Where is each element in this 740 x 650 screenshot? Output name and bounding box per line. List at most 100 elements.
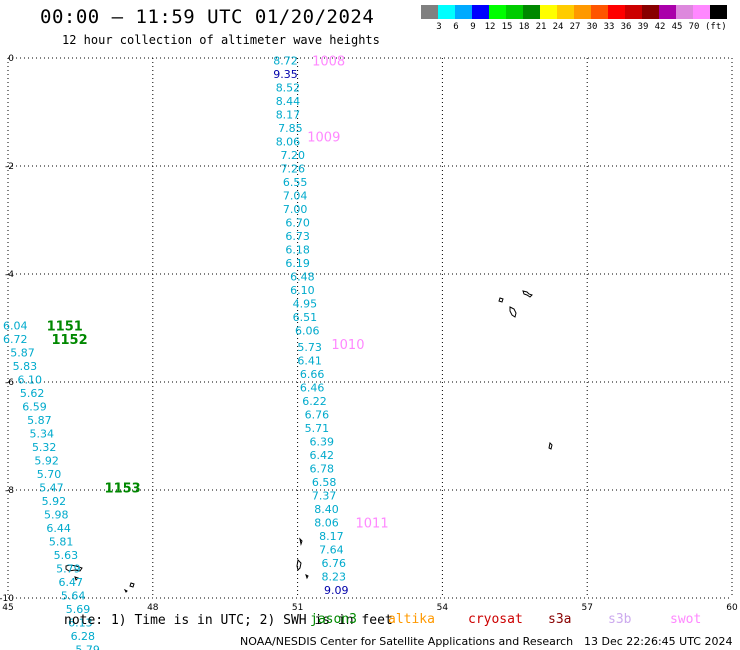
wave-height-value: 6.73 <box>285 230 310 243</box>
wave-height-value: 5.73 <box>297 341 322 354</box>
color-swatch <box>710 5 727 19</box>
wave-height-value: 6.04 <box>3 319 28 332</box>
x-tick-label: 54 <box>437 603 449 613</box>
wave-height-value: 8.44 <box>276 95 301 108</box>
wave-height-value: 6.76 <box>305 408 330 421</box>
wave-height-value: 8.17 <box>319 530 344 543</box>
satellite-legend-item: cryosat <box>468 612 523 627</box>
satellite-legend-item: altika <box>388 612 435 627</box>
wave-height-value: 5.71 <box>305 422 330 435</box>
color-scale-label: 45 <box>671 22 683 32</box>
wave-height-value: 6.59 <box>22 400 47 413</box>
wave-height-value: 6.47 <box>58 576 83 589</box>
color-swatch <box>438 5 455 19</box>
wave-height-value: 6.44 <box>46 522 71 535</box>
color-scale-label: 9 <box>470 22 476 32</box>
map-grid <box>7 57 733 599</box>
y-tick-label: -6 <box>5 378 14 388</box>
wave-height-value: 7.37 <box>312 489 337 502</box>
pass-label: 1153 <box>105 481 141 496</box>
color-swatch <box>642 5 659 19</box>
wave-height-value: 6.28 <box>71 630 96 643</box>
wave-height-value: 5.47 <box>39 481 64 494</box>
color-swatch <box>659 5 676 19</box>
wave-height-value: 5.64 <box>61 589 86 602</box>
color-swatch <box>591 5 608 19</box>
map-subtitle: 12 hour collection of altimeter wave hei… <box>62 33 380 47</box>
y-tick-label: -8 <box>5 486 14 496</box>
wave-height-value: 6.72 <box>3 333 28 346</box>
color-scale-label: 3 <box>436 22 442 32</box>
color-swatch <box>489 5 506 19</box>
color-swatch <box>693 5 710 19</box>
wave-height-value: 7.85 <box>278 122 303 135</box>
wave-height-value: 7.64 <box>319 543 344 556</box>
wave-height-value: 6.13 <box>68 616 93 629</box>
color-swatch <box>506 5 523 19</box>
x-tick-label: 60 <box>726 603 738 613</box>
amirante-island <box>296 537 309 580</box>
x-tick-label: 48 <box>147 603 159 613</box>
wave-height-value: 5.81 <box>49 535 74 548</box>
color-scale-label: 42 <box>654 22 666 32</box>
wave-height-value: 5.79 <box>75 643 100 650</box>
color-scale-label: 18 <box>518 22 530 32</box>
wave-height-value: 6.76 <box>322 557 347 570</box>
wave-height-value: 6.10 <box>290 284 315 297</box>
footer-timestamp: 13 Dec 22:26:45 UTC 2024 <box>584 635 733 648</box>
wave-height-value: 5.83 <box>13 360 38 373</box>
wave-height-value: 8.72 <box>273 55 298 68</box>
color-swatch <box>574 5 591 19</box>
color-scale-label: 15 <box>501 22 513 32</box>
color-swatch <box>421 5 438 19</box>
wave-height-value: 6.19 <box>285 257 310 270</box>
wave-height-value: 6.18 <box>285 244 310 257</box>
wave-height-value: 8.17 <box>276 109 301 122</box>
map-title: 00:00 – 11:59 UTC 01/20/2024 <box>40 6 375 28</box>
color-scale-label: 33 <box>603 22 615 32</box>
color-scale-label: 39 <box>637 22 649 32</box>
wave-height-value: 8.52 <box>276 82 301 95</box>
color-swatch <box>608 5 625 19</box>
wave-height-value: 6.66 <box>300 368 325 381</box>
wave-height-value: 5.63 <box>54 549 79 562</box>
wave-height-value: 6.78 <box>309 462 334 475</box>
wave-height-value: 5.70 <box>37 468 62 481</box>
wave-height-value: 5.87 <box>27 414 52 427</box>
coetivy-island <box>548 441 553 450</box>
wave-height-value: 7.00 <box>283 203 308 216</box>
pass-label: 1010 <box>331 338 364 353</box>
x-tick-label: 51 <box>292 603 303 613</box>
wave-height-value: 6.46 <box>300 381 325 394</box>
pass-label: 1008 <box>312 55 345 70</box>
color-swatch <box>472 5 489 19</box>
satellite-legend-item: swot <box>670 612 702 627</box>
wave-height-value: 6.58 <box>312 476 337 489</box>
color-scale-label: 12 <box>484 22 496 32</box>
color-swatch <box>523 5 540 19</box>
wave-height-value: 8.06 <box>314 516 339 529</box>
y-tick-label: -4 <box>5 270 14 280</box>
wave-height-value: 9.35 <box>273 68 298 81</box>
wave-height-value: 5.62 <box>20 387 45 400</box>
wave-height-value: 6.48 <box>290 271 315 284</box>
satellite-legend-item: s3b <box>608 612 632 627</box>
footer-agency: NOAA/NESDIS Center for Satellite Applica… <box>240 635 574 648</box>
wave-height-value: 5.92 <box>34 454 59 467</box>
seychelles-island <box>498 290 533 318</box>
color-scale-label: 27 <box>569 22 581 32</box>
pass-label: 1009 <box>307 130 340 145</box>
wave-height-value: 5.32 <box>32 441 57 454</box>
land-outlines <box>65 290 553 593</box>
x-tick-label: 45 <box>2 603 13 613</box>
wave-height-value: 8.06 <box>276 136 301 149</box>
wave-height-value: 6.41 <box>297 354 322 367</box>
wave-height-value: 5.98 <box>44 508 69 521</box>
wave-height-value: 5.79 <box>56 562 81 575</box>
pass-label: 1011 <box>356 516 389 531</box>
color-swatch <box>540 5 557 19</box>
wave-height-value: 8.23 <box>322 570 347 583</box>
wave-height-value: 7.20 <box>281 149 306 162</box>
wave-height-value: 5.87 <box>10 346 35 359</box>
